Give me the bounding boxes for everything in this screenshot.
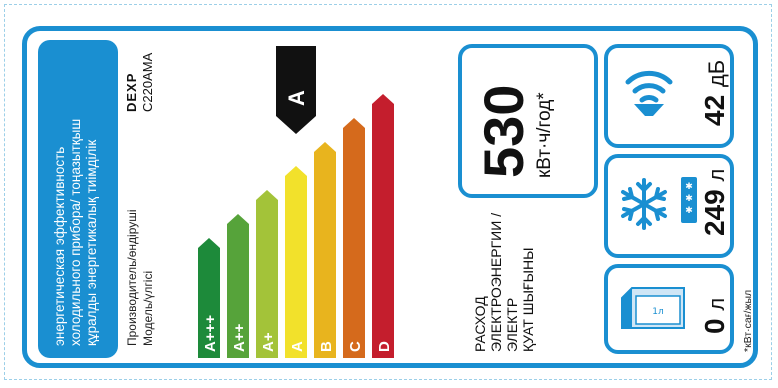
sound-waves-icon	[625, 70, 673, 116]
energy-class-bar	[256, 190, 278, 358]
brand-logo: DEXP	[124, 72, 139, 112]
current-class-indicator: A	[276, 46, 316, 134]
energy-class-label: A++	[231, 323, 248, 352]
noise-value: 42	[699, 94, 730, 126]
energy-class-bar	[314, 142, 336, 358]
header-line-3: құралды энергетикалық тиімділік	[84, 139, 99, 346]
energy-class-label: A	[289, 341, 306, 352]
label-border	[4, 4, 772, 380]
noise-box	[604, 44, 734, 148]
energy-class-label: C	[347, 341, 364, 352]
fridge-value: 0	[699, 318, 730, 334]
freezer-stars-icon: ✱ ✱ ✱	[681, 177, 697, 223]
svg-text:1л: 1л	[652, 307, 663, 317]
freezer-reading: 249 л	[699, 168, 732, 236]
energy-class-label: A+++	[202, 315, 219, 352]
noise-reading: 42 дБ	[699, 59, 732, 126]
header-line-2: холодильного прибора/ тоңазытқыш	[68, 118, 83, 346]
brand-model-values: DEXP C220AMA	[124, 53, 156, 112]
header-band	[38, 40, 118, 358]
header-title: энергетическая эффективность холодильног…	[52, 119, 100, 346]
consumption-caption: РАСХОД ЭЛЕКТРОЭНЕРГИИ / ЭЛЕКТР ҚУАТ ШЫҒЫ…	[472, 213, 536, 352]
manufacturer-model-labels: Производитель/өндіруші Модель/үлгісі	[124, 209, 156, 346]
energy-class-bar	[285, 166, 307, 358]
energy-class-bar	[227, 214, 249, 358]
svg-text:✱: ✱	[685, 182, 693, 192]
energy-class-bar	[372, 94, 394, 358]
model-value: C220AMA	[140, 52, 155, 112]
freezer-box	[604, 154, 734, 258]
consumption-box	[458, 44, 598, 198]
manufacturer-label: Производитель/өндіруші	[125, 209, 139, 346]
energy-class-label: D	[376, 341, 393, 352]
energy-class-label: A+	[260, 332, 277, 352]
consumption-unit: кВт·ч/год*	[534, 92, 555, 178]
svg-text:✱: ✱	[685, 194, 693, 204]
caption-line-1: РАСХОД	[472, 296, 488, 352]
caption-line-4: ҚУАТ ШЫҒЫНЫ	[520, 247, 536, 352]
consumption-value: 530	[472, 84, 535, 178]
footnote: *кВт·сағ/жыл	[742, 289, 754, 352]
energy-scale: A+++ A++ A+ A B C D A	[198, 46, 394, 358]
energy-class-bar	[198, 238, 220, 358]
caption-line-2: ЭЛЕКТРОЭНЕРГИИ /	[488, 212, 504, 352]
energy-class-label: B	[318, 341, 335, 352]
noise-unit: дБ	[704, 59, 729, 88]
fridge-reading: 0 л	[699, 297, 732, 334]
caption-line-3: ЭЛЕКТР	[504, 297, 520, 352]
current-class-label: A	[284, 90, 309, 106]
freezer-value: 249	[699, 189, 730, 236]
milk-carton-icon: 1л	[621, 287, 685, 329]
energy-class-bar	[343, 118, 365, 358]
snowflake-icon	[621, 178, 667, 230]
freezer-unit: л	[704, 168, 729, 182]
model-label: Модель/үлгісі	[141, 270, 155, 346]
svg-text:✱: ✱	[685, 206, 693, 216]
header-line-1: энергетическая эффективность	[52, 146, 67, 346]
fridge-unit: л	[704, 297, 729, 311]
